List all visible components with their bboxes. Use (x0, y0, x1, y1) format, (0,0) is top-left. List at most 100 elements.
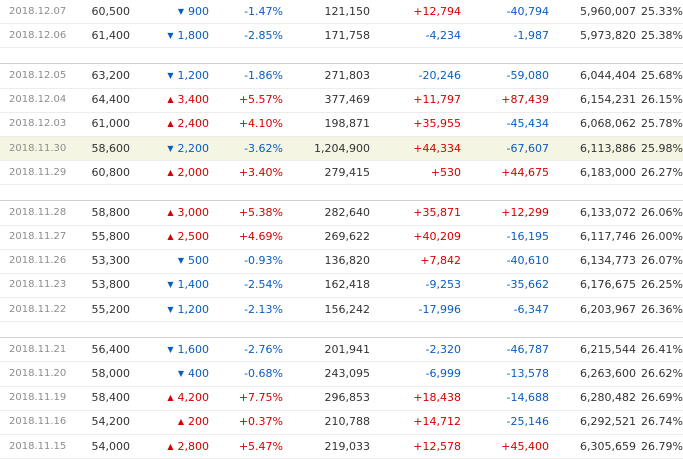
volume-cell: 219,033 (283, 434, 370, 459)
change-value: 2,400 (177, 117, 210, 131)
institution-net-cell: -6,999 (370, 361, 461, 387)
institution-net-cell: +12,794 (370, 0, 461, 25)
institution-net-cell: -4,234 (370, 23, 461, 49)
change-value: 2,200 (177, 141, 210, 155)
institution-net-cell: +14,712 (370, 410, 461, 436)
institution-net-cell: +11,797 (370, 88, 461, 113)
table-row[interactable]: 2018.12.03 61,000 ▲ 2,400 +4.10% 198,871 +35,9… (0, 112, 683, 137)
date-cell: 2018.11.20 (0, 361, 66, 387)
change-value: 2,800 (177, 439, 210, 453)
foreign-ratio-cell: 25.78% (636, 112, 683, 137)
volume-cell: 136,820 (283, 249, 370, 274)
group-divider (0, 47, 683, 65)
volume-cell: 156,242 (283, 297, 370, 323)
table-row[interactable]: 2018.12.07 60,500 ▼ 900 -1.47% 121,150 +12,794… (0, 0, 683, 25)
change-value: 200 (188, 415, 209, 429)
table-row[interactable]: 2018.11.16 54,200 ▲ 200 +0.37% 210,788 +14,712… (0, 410, 683, 436)
change-rate-cell: -2.85% (209, 23, 283, 49)
group-divider-cell (0, 184, 683, 202)
table-row[interactable]: 2018.11.21 56,400 ▼ 1,600 -2.76% 201,941 -2,32… (0, 337, 683, 363)
foreign-net-cell: -1,987 (461, 23, 549, 49)
foreign-ratio-cell: 26.79% (636, 434, 683, 459)
close-price-cell: 60,800 (62, 160, 130, 186)
change-rate-cell: +4.69% (209, 225, 283, 250)
institution-net-cell: +35,955 (370, 112, 461, 137)
foreign-net-cell: -35,662 (461, 273, 549, 299)
date-cell: 2018.12.04 (0, 88, 66, 113)
close-price-cell: 58,400 (62, 386, 130, 411)
volume-cell: 282,640 (283, 200, 370, 226)
close-price-cell: 64,400 (62, 88, 130, 113)
foreign-holdings-cell: 6,176,675 (549, 273, 636, 299)
table-row[interactable]: 2018.11.19 58,400 ▲ 4,200 +7.75% 296,853 +18,4… (0, 386, 683, 411)
foreign-holdings-cell: 6,305,659 (549, 434, 636, 459)
foreign-holdings-cell: 6,263,600 (549, 361, 636, 387)
volume-cell: 198,871 (283, 112, 370, 137)
foreign-ratio-cell: 26.41% (636, 337, 683, 363)
change-rate-cell: -2.13% (209, 297, 283, 323)
table-row[interactable]: 2018.11.20 58,000 ▼ 400 -0.68% 243,095 -6,999-… (0, 361, 683, 387)
foreign-net-cell: +87,439 (461, 88, 549, 113)
change-rate-cell: +0.37% (209, 410, 283, 436)
table-row[interactable]: 2018.11.26 53,300 ▼ 500 -0.93% 136,820 +7,842-… (0, 249, 683, 274)
institution-net-cell: +44,334 (370, 136, 461, 162)
table-row[interactable]: 2018.12.04 64,400 ▲ 3,400 +5.57% 377,469 +11,7… (0, 88, 683, 113)
table-row[interactable]: 2018.11.15 54,000 ▲ 2,800 +5.47% 219,033 +12,5… (0, 434, 683, 459)
foreign-holdings-cell: 6,068,062 (549, 112, 636, 137)
triangle-up-icon: ▲ (167, 232, 174, 242)
volume-cell: 296,853 (283, 386, 370, 411)
foreign-ratio-cell: 26.69% (636, 386, 683, 411)
change-cell: ▲ 3,400 (130, 88, 209, 113)
foreign-ratio-cell: 25.98% (636, 136, 683, 162)
change-value: 1,400 (177, 278, 210, 292)
volume-cell: 377,469 (283, 88, 370, 113)
volume-cell: 171,758 (283, 23, 370, 49)
foreign-net-cell: +12,299 (461, 200, 549, 226)
change-rate-cell: -3.62% (209, 136, 283, 162)
change-cell: ▼ 1,800 (130, 23, 209, 49)
table-row[interactable]: 2018.12.05 63,200 ▼ 1,200 -1.86% 271,803 -20,2… (0, 63, 683, 89)
triangle-down-icon: ▼ (177, 256, 184, 266)
table-row[interactable]: 2018.12.06 61,400 ▼ 1,800 -2.85% 171,758 -4,23… (0, 23, 683, 49)
table-row[interactable]: 2018.11.23 53,800 ▼ 1,400 -2.54% 162,418 -9,25… (0, 273, 683, 299)
table-row[interactable]: 2018.11.28 58,800 ▲ 3,000 +5.38% 282,640 +35,8… (0, 200, 683, 226)
foreign-holdings-cell: 6,134,773 (549, 249, 636, 274)
triangle-up-icon: ▲ (177, 417, 184, 427)
foreign-holdings-cell: 6,154,231 (549, 88, 636, 113)
triangle-down-icon: ▼ (167, 70, 174, 80)
foreign-net-cell: -45,434 (461, 112, 549, 137)
date-cell: 2018.11.15 (0, 434, 66, 459)
table-row[interactable]: 2018.11.27 55,800 ▲ 2,500 +4.69% 269,622 +40,2… (0, 225, 683, 250)
foreign-holdings-cell: 6,292,521 (549, 410, 636, 436)
volume-cell: 162,418 (283, 273, 370, 299)
date-cell: 2018.11.19 (0, 386, 66, 411)
group-divider-cell (0, 47, 683, 65)
foreign-net-cell: -46,787 (461, 337, 549, 363)
institution-net-cell: +18,438 (370, 386, 461, 411)
institution-net-cell: -20,246 (370, 63, 461, 89)
institution-net-cell: +12,578 (370, 434, 461, 459)
date-cell: 2018.11.28 (0, 200, 66, 226)
foreign-net-cell: +45,400 (461, 434, 549, 459)
volume-cell: 243,095 (283, 361, 370, 387)
foreign-ratio-cell: 26.07% (636, 249, 683, 274)
foreign-holdings-cell: 6,183,000 (549, 160, 636, 186)
date-cell: 2018.12.03 (0, 112, 66, 137)
change-rate-cell: +5.47% (209, 434, 283, 459)
foreign-ratio-cell: 25.33% (636, 0, 683, 25)
table-row[interactable]: 2018.11.22 55,200 ▼ 1,200 -2.13% 156,242 -17,9… (0, 297, 683, 323)
table-row[interactable]: 2018.11.29 60,800 ▲ 2,000 +3.40% 279,415 +530 +… (0, 160, 683, 186)
date-cell: 2018.12.06 (0, 23, 66, 49)
table-row[interactable]: 2018.11.30 58,600 ▼ 2,200 -3.62% 1,204,900 +44… (0, 136, 683, 162)
change-cell: ▲ 200 (130, 410, 209, 436)
volume-cell: 1,204,900 (283, 136, 370, 162)
change-value: 500 (188, 254, 209, 268)
change-cell: ▼ 1,200 (130, 63, 209, 89)
change-rate-cell: +5.57% (209, 88, 283, 113)
foreign-holdings-cell: 6,044,404 (549, 63, 636, 89)
change-cell: ▼ 500 (130, 249, 209, 274)
change-rate-cell: -0.68% (209, 361, 283, 387)
close-price-cell: 53,800 (62, 273, 130, 299)
